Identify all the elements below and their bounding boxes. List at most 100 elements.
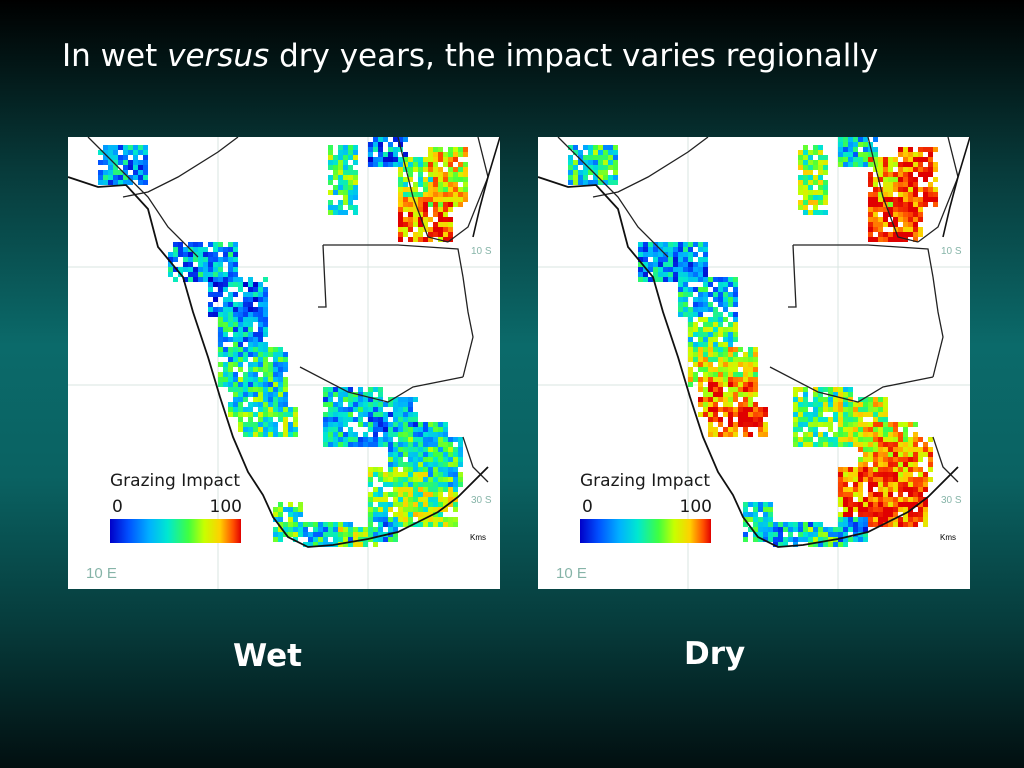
- impact-cell-south: [378, 527, 383, 532]
- impact-cell-west: [723, 382, 728, 387]
- impact-cell-west: [253, 297, 258, 302]
- impact-cell-east: [858, 412, 863, 417]
- impact-cell-west: [253, 412, 258, 417]
- impact-cell-east: [883, 477, 888, 482]
- impact-cell-north: [133, 155, 138, 160]
- impact-cell-east: [898, 437, 903, 442]
- impact-cell-north: [108, 175, 113, 180]
- impact-cell-south: [293, 527, 298, 532]
- impact-cell-east: [903, 522, 908, 527]
- impact-cell-north: [608, 160, 613, 165]
- impact-cell-north: [913, 187, 918, 192]
- impact-cell-north: [103, 175, 108, 180]
- impact-cell-east: [433, 427, 438, 432]
- impact-cell-east: [863, 452, 868, 457]
- impact-cell-south: [323, 527, 328, 532]
- impact-layer-wet: [98, 137, 468, 547]
- impact-cell-west: [698, 412, 703, 417]
- impact-cell-west: [648, 252, 653, 257]
- impact-cell-north: [818, 170, 823, 175]
- impact-cell-north: [428, 232, 433, 237]
- impact-cell-west: [738, 357, 743, 362]
- impact-cell-east: [353, 417, 358, 422]
- impact-cell-west: [193, 242, 198, 247]
- impact-cell-south: [773, 532, 778, 537]
- impact-cell-north: [578, 150, 583, 155]
- impact-cell-west: [238, 412, 243, 417]
- impact-cell-east: [353, 402, 358, 407]
- impact-cell-east: [418, 487, 423, 492]
- impact-cell-east: [398, 487, 403, 492]
- impact-cell-east: [823, 407, 828, 412]
- impact-cell-west: [753, 382, 758, 387]
- impact-cell-east: [863, 477, 868, 482]
- impact-cell-south: [753, 517, 758, 522]
- impact-cell-east: [428, 452, 433, 457]
- impact-cell-west: [253, 367, 258, 372]
- impact-cell-north: [603, 160, 608, 165]
- impact-cell-north: [823, 195, 828, 200]
- impact-cell-north: [573, 145, 578, 150]
- impact-cell-north: [408, 237, 413, 242]
- impact-cell-south: [388, 517, 393, 522]
- impact-cell-east: [878, 512, 883, 517]
- impact-cell-north: [798, 180, 803, 185]
- impact-cell-east: [838, 487, 843, 492]
- impact-cell-west: [258, 397, 263, 402]
- impact-cell-east: [813, 432, 818, 437]
- impact-cell-north: [463, 197, 468, 202]
- impact-cell-north: [128, 180, 133, 185]
- impact-cell-west: [213, 307, 218, 312]
- impact-cell-west: [233, 392, 238, 397]
- impact-cell-east: [423, 487, 428, 492]
- impact-cell-east: [333, 417, 338, 422]
- impact-cell-west: [278, 387, 283, 392]
- impact-cell-south: [858, 537, 863, 542]
- impact-cell-north: [598, 175, 603, 180]
- impact-cell-north: [328, 175, 333, 180]
- impact-cell-south: [798, 527, 803, 532]
- impact-cell-south: [783, 527, 788, 532]
- impact-cell-east: [848, 492, 853, 497]
- impact-cell-west: [728, 292, 733, 297]
- impact-cell-west: [748, 352, 753, 357]
- impact-cell-north: [383, 152, 388, 157]
- impact-cell-east: [343, 442, 348, 447]
- impact-cell-east: [793, 407, 798, 412]
- impact-cell-north: [913, 192, 918, 197]
- impact-cell-north: [433, 162, 438, 167]
- impact-cell-west: [268, 347, 273, 352]
- impact-cell-west: [643, 272, 648, 277]
- impact-cell-east: [443, 472, 448, 477]
- impact-cell-west: [738, 382, 743, 387]
- impact-cell-west: [238, 337, 243, 342]
- impact-cell-west: [648, 247, 653, 252]
- impact-cell-east: [438, 522, 443, 527]
- impact-cell-south: [288, 522, 293, 527]
- impact-cell-west: [228, 322, 233, 327]
- impact-cell-west: [263, 412, 268, 417]
- impact-cell-west: [258, 362, 263, 367]
- impact-cell-south: [288, 512, 293, 517]
- impact-cell-north: [883, 167, 888, 172]
- impact-cell-north: [418, 172, 423, 177]
- impact-cell-north: [818, 165, 823, 170]
- impact-cell-west: [253, 282, 258, 287]
- impact-cell-north: [878, 202, 883, 207]
- impact-cell-east: [388, 447, 393, 452]
- impact-cell-north: [343, 195, 348, 200]
- impact-cell-north: [853, 162, 858, 167]
- impact-cell-north: [873, 197, 878, 202]
- impact-cell-north: [598, 170, 603, 175]
- impact-cell-east: [848, 392, 853, 397]
- impact-cell-west: [218, 247, 223, 252]
- impact-cell-south: [308, 522, 313, 527]
- impact-cell-north: [878, 217, 883, 222]
- impact-cell-west: [708, 427, 713, 432]
- impact-cell-west: [248, 337, 253, 342]
- impact-cell-west: [733, 422, 738, 427]
- impact-cell-south: [293, 532, 298, 537]
- impact-cell-east: [403, 452, 408, 457]
- impact-cell-east: [798, 427, 803, 432]
- impact-cell-north: [933, 177, 938, 182]
